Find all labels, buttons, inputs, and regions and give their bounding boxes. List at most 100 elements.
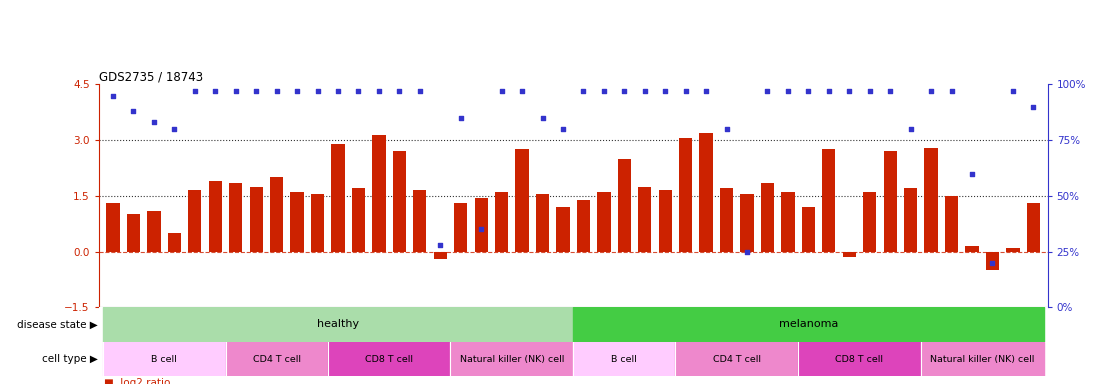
Bar <box>577 200 590 252</box>
Bar <box>1027 203 1040 252</box>
Bar <box>414 190 427 252</box>
Bar <box>799 342 920 376</box>
Bar <box>904 189 917 252</box>
Bar <box>270 177 283 252</box>
Bar <box>291 192 304 252</box>
Bar <box>700 133 713 252</box>
Bar <box>475 198 488 252</box>
Text: CD8 T cell: CD8 T cell <box>836 354 883 364</box>
Point <box>308 88 326 94</box>
Point <box>984 260 1002 266</box>
Bar <box>802 207 815 252</box>
Bar <box>328 342 451 376</box>
Bar <box>740 194 754 252</box>
Bar <box>229 183 242 252</box>
Point <box>370 88 387 94</box>
Point <box>186 88 204 94</box>
Point <box>861 88 879 94</box>
Bar <box>310 194 325 252</box>
Text: B cell: B cell <box>151 354 177 364</box>
Bar <box>822 149 836 252</box>
Bar <box>842 252 856 257</box>
Text: ■  log2 ratio: ■ log2 ratio <box>104 378 171 384</box>
Bar <box>676 342 799 376</box>
Point <box>779 88 796 94</box>
Point <box>881 88 898 94</box>
Point <box>923 88 940 94</box>
Point <box>493 88 510 94</box>
Point <box>289 88 306 94</box>
Bar <box>1006 248 1019 252</box>
Bar <box>556 207 569 252</box>
Point <box>575 88 592 94</box>
Bar <box>103 307 573 342</box>
Point <box>615 88 633 94</box>
Point <box>125 108 143 114</box>
Bar <box>658 190 671 252</box>
Point <box>329 88 347 94</box>
Bar <box>147 211 160 252</box>
Text: disease state ▶: disease state ▶ <box>16 319 98 329</box>
Bar <box>249 187 263 252</box>
Bar <box>372 135 385 252</box>
Point <box>942 88 960 94</box>
Bar <box>679 138 692 252</box>
Bar <box>638 187 652 252</box>
Bar <box>495 192 508 252</box>
Point <box>821 88 838 94</box>
Point <box>1025 104 1042 110</box>
Text: Natural killer (NK) cell: Natural killer (NK) cell <box>930 354 1034 364</box>
Point <box>800 88 817 94</box>
Text: healthy: healthy <box>317 319 359 329</box>
Point <box>473 226 490 232</box>
Point <box>554 126 572 132</box>
Bar <box>127 214 140 252</box>
Bar <box>573 307 1043 342</box>
Point <box>636 88 654 94</box>
Point <box>1004 88 1021 94</box>
Point <box>350 88 367 94</box>
Text: B cell: B cell <box>611 354 637 364</box>
Bar <box>393 151 406 252</box>
Point <box>411 88 429 94</box>
Point <box>206 88 224 94</box>
Bar <box>331 144 344 252</box>
Bar <box>920 342 1043 376</box>
Bar <box>454 203 467 252</box>
Point <box>738 248 756 255</box>
Bar <box>781 192 794 252</box>
Point <box>452 115 470 121</box>
Bar <box>535 194 550 252</box>
Point <box>698 88 715 94</box>
Point <box>166 126 183 132</box>
Point <box>902 126 919 132</box>
Bar <box>208 181 222 252</box>
Point <box>391 88 408 94</box>
Bar <box>573 342 676 376</box>
Point <box>431 242 449 248</box>
Text: GDS2735 / 18743: GDS2735 / 18743 <box>99 70 203 83</box>
Text: CD4 T cell: CD4 T cell <box>713 354 761 364</box>
Point <box>717 126 735 132</box>
Text: cell type ▶: cell type ▶ <box>42 354 98 364</box>
Point <box>534 115 552 121</box>
Point <box>656 88 674 94</box>
Point <box>840 88 858 94</box>
Bar <box>883 151 897 252</box>
Bar <box>986 252 999 270</box>
Bar <box>106 203 120 252</box>
Bar <box>925 147 938 252</box>
Bar <box>761 183 774 252</box>
Bar <box>433 252 446 259</box>
Bar <box>189 190 202 252</box>
Text: CD8 T cell: CD8 T cell <box>365 354 414 364</box>
Text: CD4 T cell: CD4 T cell <box>252 354 301 364</box>
Bar <box>597 192 611 252</box>
Point <box>145 119 162 126</box>
Point <box>963 170 981 177</box>
Bar <box>618 159 631 252</box>
Point <box>104 93 122 99</box>
Point <box>248 88 265 94</box>
Bar <box>945 196 958 252</box>
Text: Natural killer (NK) cell: Natural killer (NK) cell <box>460 354 564 364</box>
